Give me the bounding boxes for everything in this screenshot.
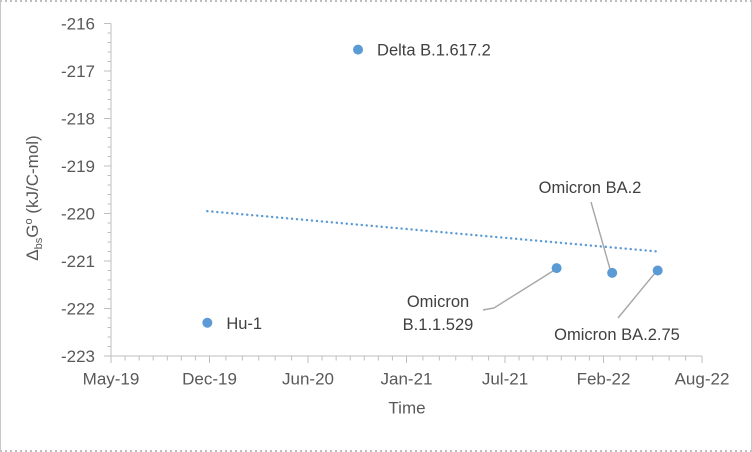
- y-axis-title-part: Δ: [23, 249, 42, 260]
- selection-border-top: [0, 0, 752, 2]
- x-tick-label: May-19: [83, 370, 140, 389]
- y-axis-title-part: (kJ/C-mol): [23, 135, 42, 218]
- x-axis-ticks: May-19 Dec-19 Jun-20 Jan-21 Jul-21 Feb-22 Aug-…: [83, 356, 730, 389]
- x-tick-label: Jan-21: [381, 370, 433, 389]
- trendline: [206, 209, 659, 253]
- annotations-group: Omicron B.1.1.529 Omicron BA.2 Omicron BA.2…: [403, 179, 680, 344]
- data-point-hu-1: [202, 317, 213, 328]
- data-points-group: Hu-1 Delta B.1.617.2: [202, 42, 663, 333]
- y-tick-label: -216: [61, 15, 95, 34]
- trendline-group: [206, 209, 659, 253]
- annotation-omicron-b-1-1-529: B.1.1.529: [403, 316, 474, 334]
- y-axis-title-part: bs: [33, 237, 45, 249]
- data-point-omicron-ba-2: [607, 267, 618, 278]
- point-label-delta-b-1-617-2: Delta B.1.617.2: [377, 42, 491, 60]
- x-axis-title: Time: [388, 399, 425, 418]
- x-tick-label: Feb-22: [577, 370, 631, 389]
- leader-line-omicron-ba-2-75: [617, 272, 656, 319]
- x-tick-label: Aug-22: [675, 370, 730, 389]
- y-axis-title-part: o: [23, 218, 35, 224]
- y-tick-label: -223: [61, 347, 95, 366]
- x-tick-label: Dec-19: [182, 370, 237, 389]
- x-tick-label: Jul-21: [482, 370, 528, 389]
- leader-line-omicron-ba-2: [590, 201, 611, 270]
- y-tick-label: -219: [61, 157, 95, 176]
- chart-border-left: [0, 0, 1, 452]
- y-tick-label: -217: [61, 62, 95, 81]
- y-tick-label: -222: [61, 300, 95, 319]
- annotation-omicron-ba-2-75: Omicron BA.2.75: [554, 326, 680, 344]
- y-tick-label: -221: [61, 252, 95, 271]
- data-point-omicron-b-1-1-529: [551, 263, 562, 274]
- annotation-omicron-ba-2: Omicron BA.2: [539, 179, 642, 197]
- data-point-delta-b-1-617-2: [353, 44, 364, 55]
- selection-border-bottom: [0, 450, 752, 452]
- y-axis-title: ΔbsGo (kJ/C-mol): [23, 135, 45, 260]
- y-axis-title-part: G: [23, 225, 42, 238]
- x-tick-label: Jun-20: [282, 370, 334, 389]
- point-label-hu-1: Hu-1: [226, 315, 262, 333]
- annotation-omicron-b-1-1-529: Omicron: [407, 293, 469, 311]
- y-tick-label: -220: [61, 205, 95, 224]
- y-axis-ticks: -216 -217 -218 -219 -220 -221 -222 -223: [61, 15, 111, 366]
- leader-line-omicron-b-1-1-529: [482, 270, 554, 311]
- y-tick-label: -218: [61, 110, 95, 129]
- data-point-omicron-ba-2-75: [652, 265, 663, 276]
